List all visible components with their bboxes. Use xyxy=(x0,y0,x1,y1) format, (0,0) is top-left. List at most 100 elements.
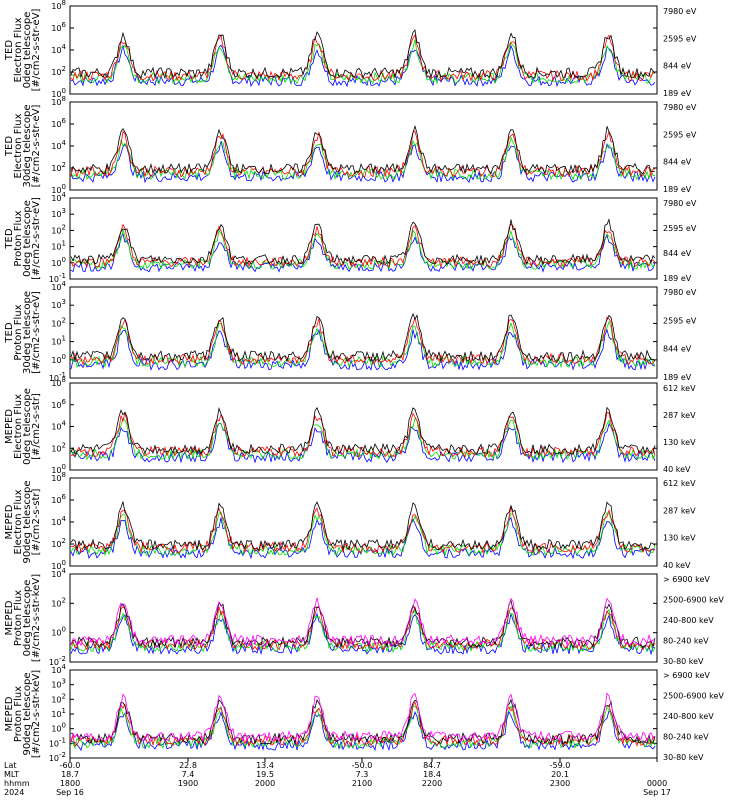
plot-frame xyxy=(69,573,658,663)
y-axis-label-line: [#/cm2-s-str] xyxy=(31,393,42,460)
y-tick-label: 104 xyxy=(51,420,66,432)
y-tick-label: 104 xyxy=(51,43,66,55)
series-trace xyxy=(70,511,656,557)
legend-entry: 189 eV xyxy=(663,274,692,283)
legend-entry: 130 keV xyxy=(663,438,696,447)
legend-entry: 40 keV xyxy=(663,561,691,570)
y-axis-label-line: [#/cm2-s-str-eV] xyxy=(31,9,42,92)
series-trace xyxy=(70,605,656,651)
x-tick-label: Sep 16 xyxy=(56,788,84,797)
legend-entry: 7980 eV xyxy=(663,7,697,16)
series-trace xyxy=(70,698,656,745)
x-tick-label: 1800 xyxy=(60,779,80,788)
series-trace xyxy=(70,223,656,269)
legend-entry: 2500-6900 keV xyxy=(663,596,724,605)
y-axis-label-line: [#/cm2-s-str-keV] xyxy=(31,574,42,662)
legend-entry: 30-80 keV xyxy=(663,657,704,666)
series-trace xyxy=(70,417,656,460)
legend-entry: 189 eV xyxy=(663,89,692,98)
y-tick-label: 108 xyxy=(51,471,66,483)
y-tick-label: 104 xyxy=(51,515,66,527)
series-trace xyxy=(70,516,656,560)
y-axis-label-line: TED xyxy=(4,136,15,157)
x-tick-label: -50.0 xyxy=(352,761,373,770)
legend-entry: 7980 eV xyxy=(663,103,697,112)
y-tick-label: 102 xyxy=(51,537,66,549)
y-axis-label-line: [#/cm2-s-str-keV] xyxy=(31,670,42,758)
legend-entry: 2500-6900 keV xyxy=(663,692,724,701)
legend-entry: 40 keV xyxy=(663,465,691,474)
x-tick-label: -60.0 xyxy=(60,761,81,770)
y-axis-label-line: MEPED xyxy=(4,696,15,731)
x-axis-row-label: Lat xyxy=(4,761,17,770)
y-tick-label: 100 xyxy=(51,183,66,195)
legend-entry: 2595 eV xyxy=(663,316,697,325)
y-tick-label: 100 xyxy=(51,353,66,365)
y-axis-label-line: Electron Flux xyxy=(13,489,24,554)
y-tick-label: 106 xyxy=(51,21,66,33)
x-axis-row-label: hhmm xyxy=(4,779,30,788)
legend-entry: 612 keV xyxy=(663,384,696,393)
y-tick-label: 108 xyxy=(51,376,66,388)
y-tick-label: 101 xyxy=(51,335,66,347)
series-trace xyxy=(70,710,656,752)
series-trace xyxy=(70,34,656,82)
y-axis-label-line: 90deg telescope xyxy=(22,672,33,755)
y-tick-label: 104 xyxy=(51,139,66,151)
y-tick-label: 100 xyxy=(51,87,66,99)
y-axis-label-line: 0deg telescope xyxy=(22,12,33,89)
y-tick-label: 104 xyxy=(51,191,66,203)
legend-entry: 2595 eV xyxy=(663,130,697,139)
y-axis-label-line: Proton Flux xyxy=(13,590,24,646)
y-tick-label: 102 xyxy=(51,223,66,235)
y-axis-label-line: TED xyxy=(4,40,15,61)
y-tick-label: 101 xyxy=(51,707,66,719)
x-tick-label: 0000 xyxy=(647,779,667,788)
y-axis-label-line: [#/cm2-s-str-eV] xyxy=(31,105,42,188)
y-tick-label: 103 xyxy=(51,298,66,310)
y-axis-label-line: 0deg telescope xyxy=(22,388,33,465)
x-tick-label: 18.4 xyxy=(423,770,441,779)
y-tick-label: 100 xyxy=(51,463,66,475)
y-axis-label-line: MEPED xyxy=(4,409,15,444)
y-tick-label: 10-1 xyxy=(49,371,66,383)
y-axis-label-line: MEPED xyxy=(4,600,15,635)
legend-entry: 130 keV xyxy=(663,534,696,543)
legend-entry: 240-800 keV xyxy=(663,712,714,721)
series-trace xyxy=(70,316,656,366)
legend-entry: 2595 eV xyxy=(663,34,697,43)
y-tick-label: 100 xyxy=(51,559,66,571)
legend-entry: 7980 eV xyxy=(663,199,697,208)
y-axis-label-line: Electron Flux xyxy=(13,394,24,459)
y-tick-label: 106 xyxy=(51,493,66,505)
x-tick-label: -59.0 xyxy=(550,761,571,770)
y-axis-label-line: [#/cm2-s-str] xyxy=(31,488,42,555)
series-trace xyxy=(70,218,656,266)
series-trace xyxy=(70,406,656,456)
y-tick-label: 102 xyxy=(51,441,66,453)
x-tick-label: 2100 xyxy=(352,779,372,788)
y-tick-label: 104 xyxy=(51,567,66,579)
y-tick-label: 106 xyxy=(51,117,66,129)
x-tick-label: 84.7 xyxy=(423,761,441,770)
x-tick-label: 7.4 xyxy=(182,770,195,779)
legend-entry: 2595 eV xyxy=(663,224,697,233)
y-tick-label: 100 xyxy=(51,722,66,734)
y-tick-label: 100 xyxy=(51,256,66,268)
x-tick-label: 22.8 xyxy=(179,761,197,770)
y-tick-label: 100 xyxy=(51,626,66,638)
legend-entry: 80-240 keV xyxy=(663,637,709,646)
series-trace xyxy=(70,44,656,88)
x-tick-label: 2300 xyxy=(550,779,570,788)
series-trace xyxy=(70,422,656,464)
y-axis-label-line: [#/cm2-s-str-eV] xyxy=(31,291,42,374)
y-tick-label: 103 xyxy=(51,207,66,219)
legend-entry: 287 keV xyxy=(663,506,696,515)
series-trace xyxy=(70,501,656,552)
x-tick-label: Sep 17 xyxy=(643,788,671,797)
